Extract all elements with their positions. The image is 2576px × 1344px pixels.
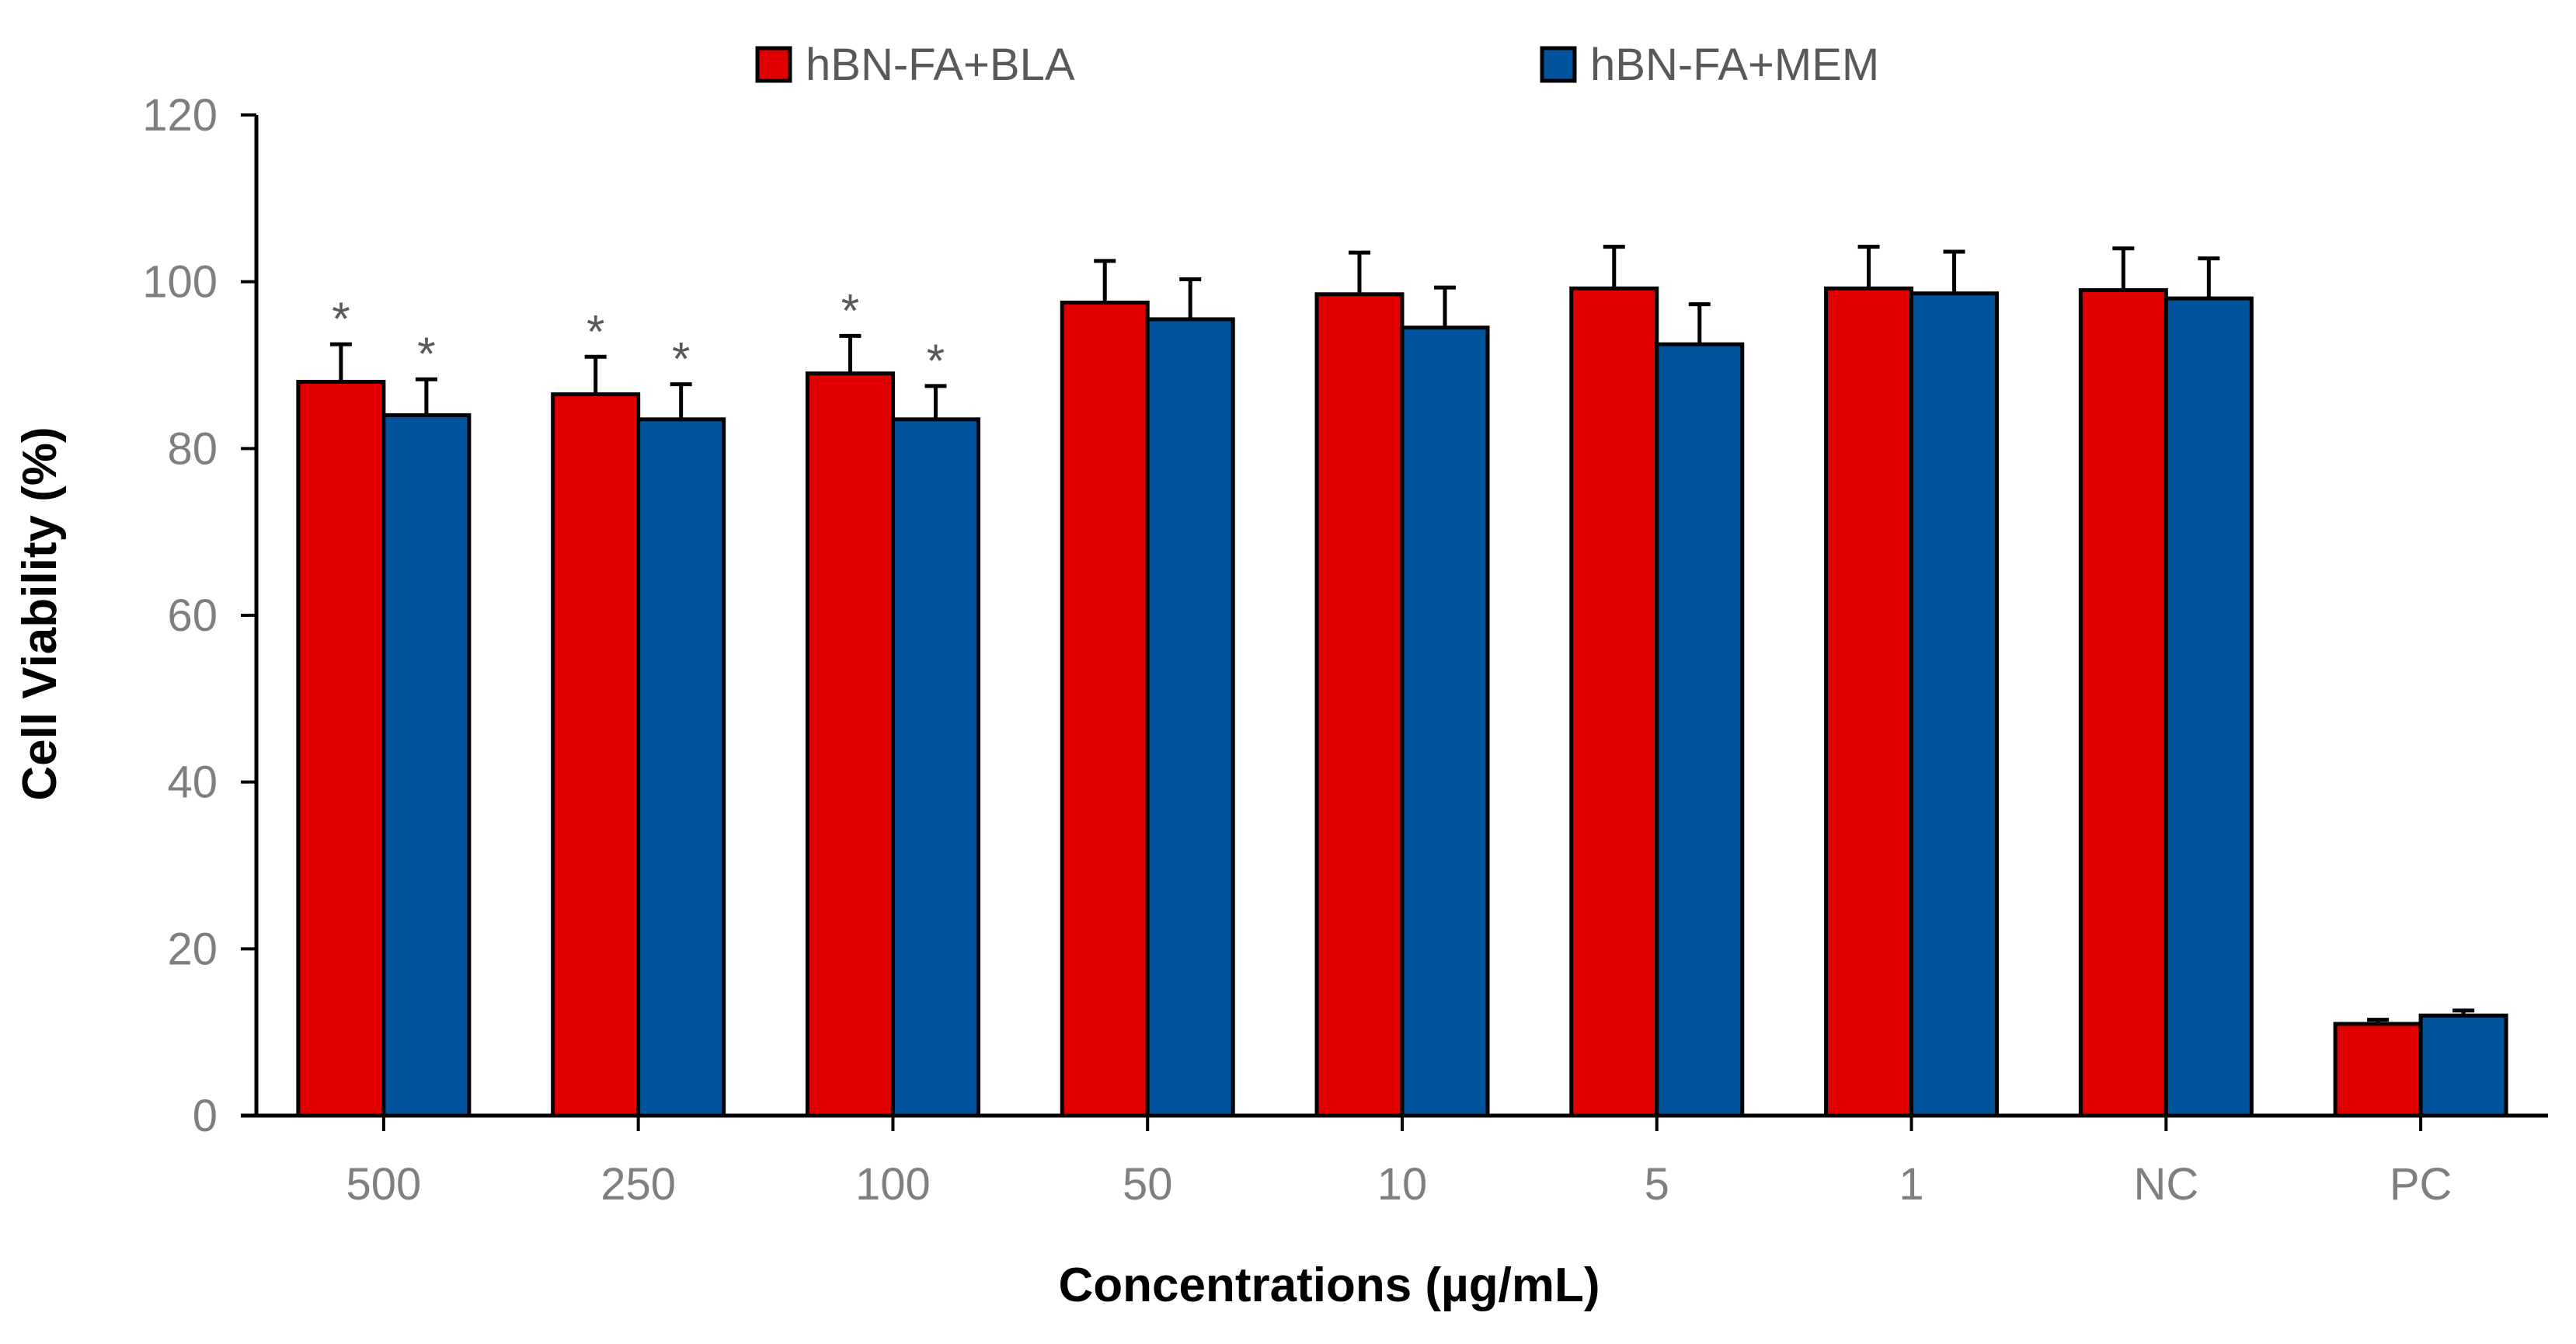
significance-star: * bbox=[672, 333, 690, 385]
bar-mem-500 bbox=[381, 413, 472, 1118]
y-tick-label: 0 bbox=[193, 1091, 218, 1141]
x-tick-label: PC bbox=[2390, 1159, 2452, 1210]
x-tick-label: 50 bbox=[1123, 1159, 1173, 1210]
bars: * * * * * * bbox=[296, 245, 2508, 1118]
y-tick-label: 20 bbox=[167, 924, 218, 974]
axes bbox=[241, 115, 2548, 1118]
bar-bla-250 bbox=[551, 392, 641, 1118]
y-tick-label: 40 bbox=[167, 757, 218, 808]
x-tick-label: 5 bbox=[1645, 1159, 1669, 1210]
x-tick-label: 500 bbox=[346, 1159, 421, 1210]
y-axis-ticks: 0 20 40 60 80 100 120 bbox=[142, 90, 256, 1141]
significance-star: * bbox=[332, 293, 350, 345]
bar-mem-5 bbox=[1655, 342, 1745, 1118]
bar-bla-500 bbox=[296, 379, 386, 1118]
bar-mem-1 bbox=[1909, 291, 2000, 1118]
bar-mem-pc bbox=[2418, 1013, 2508, 1118]
bar-bla-1 bbox=[1824, 286, 1914, 1118]
legend: hBN-FA+BLA hBN-FA+MEM bbox=[755, 40, 1879, 90]
bar-bla-nc bbox=[2078, 287, 2168, 1118]
bar-mem-nc bbox=[2163, 296, 2254, 1118]
bar-bla-pc bbox=[2333, 1022, 2423, 1118]
bar-bla-50 bbox=[1060, 301, 1150, 1118]
x-tick-label: NC bbox=[2133, 1159, 2198, 1210]
x-tick-label: 1 bbox=[1899, 1159, 1923, 1210]
legend-swatch-bla bbox=[755, 46, 792, 83]
significance-star: * bbox=[417, 328, 435, 380]
y-tick-label: 120 bbox=[142, 90, 218, 141]
bar-bla-10 bbox=[1314, 292, 1405, 1118]
x-tick-label: 100 bbox=[855, 1159, 931, 1210]
y-axis-title: Cell Viability (%) bbox=[13, 427, 67, 800]
significance-star: * bbox=[587, 305, 604, 357]
bar-mem-100 bbox=[890, 417, 980, 1118]
legend-label-bla: hBN-FA+BLA bbox=[806, 40, 1075, 90]
significance-star: * bbox=[927, 335, 945, 387]
bar-bla-5 bbox=[1569, 286, 1659, 1118]
x-tick-label: 10 bbox=[1377, 1159, 1428, 1210]
y-tick-label: 80 bbox=[167, 423, 218, 474]
legend-label-mem: hBN-FA+MEM bbox=[1590, 40, 1879, 90]
significance-star: * bbox=[841, 284, 859, 336]
legend-swatch-mem bbox=[1540, 46, 1577, 83]
bar-mem-10 bbox=[1400, 326, 1490, 1118]
x-tick-label: 250 bbox=[600, 1159, 676, 1210]
x-axis-title: Concentrations (µg/mL) bbox=[1058, 1259, 1600, 1312]
bar-bla-100 bbox=[805, 371, 895, 1118]
x-axis-ticks: 500 250 100 50 10 5 1 NC PC bbox=[346, 1116, 2452, 1210]
y-tick-label: 100 bbox=[142, 257, 218, 308]
bar-mem-50 bbox=[1145, 317, 1235, 1118]
bar-mem-250 bbox=[636, 417, 726, 1118]
y-tick-label: 60 bbox=[167, 590, 218, 641]
